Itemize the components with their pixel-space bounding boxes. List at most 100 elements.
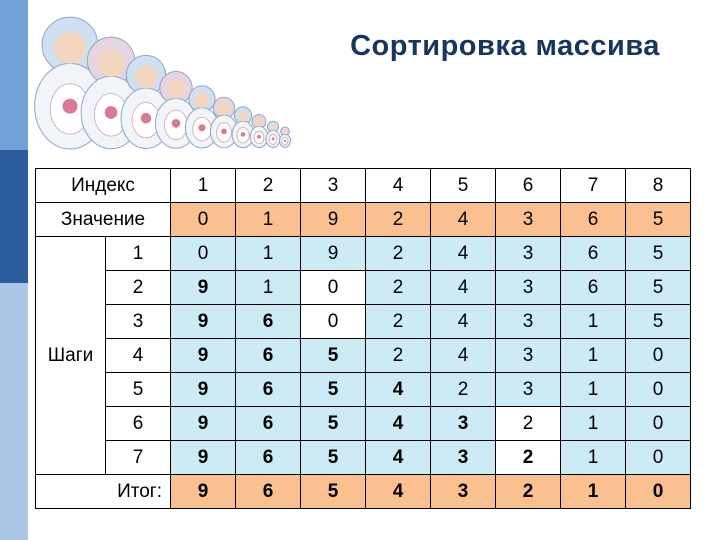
step-cell: 0: [300, 304, 366, 339]
step-cell: 2: [365, 338, 431, 373]
value-cell: 9: [300, 202, 366, 237]
step-cell: 5: [625, 236, 691, 271]
step-cell: 9: [170, 338, 236, 373]
step-cell: 5: [300, 440, 366, 475]
value-cell: 2: [365, 202, 431, 237]
step-cell: 3: [495, 270, 561, 305]
step-cell: 5: [300, 372, 366, 407]
sorting-table: Индекс 1 2 3 4 5 6 7 8 Значение 0 1 9 2 4 3 6 5 Шаги 1 0 1 9 2 4…: [35, 168, 691, 509]
step-cell: 0: [625, 338, 691, 373]
step-cell: 3: [430, 440, 496, 475]
step-row: Шаги 1 0 1 9 2 4 3 6 5: [35, 236, 691, 475]
index-cell: 8: [625, 168, 691, 203]
step-cell: 1: [235, 270, 301, 305]
step-cell: 2: [365, 270, 431, 305]
step-cell: 6: [235, 338, 301, 373]
total-cell: 5: [300, 474, 366, 509]
step-cell: 9: [170, 406, 236, 441]
total-cell: 1: [560, 474, 626, 509]
value-cell: 1: [235, 202, 301, 237]
step-cell: 9: [300, 236, 366, 271]
value-cell: 4: [430, 202, 496, 237]
step-cell: 6: [560, 270, 626, 305]
step-cell: 5: [625, 304, 691, 339]
step-cell: 3: [495, 338, 561, 373]
total-row: Итог: 9 6 5 4 3 2 1 0: [35, 474, 691, 509]
step-cell: 3: [495, 236, 561, 271]
index-cell: 4: [365, 168, 431, 203]
step-cell: 6: [560, 236, 626, 271]
bar-segment-top: [0, 0, 28, 150]
left-decorative-bar: [0, 0, 28, 540]
step-cell: 6: [235, 406, 301, 441]
index-cell: 6: [495, 168, 561, 203]
step-number: 5: [105, 372, 171, 407]
total-cell: 4: [365, 474, 431, 509]
index-cell: 1: [170, 168, 236, 203]
total-cell: 9: [170, 474, 236, 509]
step-cell: 0: [625, 440, 691, 475]
step-cell: 3: [495, 304, 561, 339]
step-cell: 0: [625, 372, 691, 407]
step-cell: 4: [365, 372, 431, 407]
step-cell: 6: [235, 372, 301, 407]
step-cell: 5: [300, 338, 366, 373]
index-cell: 3: [300, 168, 366, 203]
matryoshka-dolls-image: [34, 16, 291, 150]
step-cell: 3: [495, 372, 561, 407]
step-cell: 1: [560, 338, 626, 373]
step-cell: 5: [300, 406, 366, 441]
page-title: Сортировка массива: [350, 30, 660, 62]
step-number: 1: [105, 236, 171, 271]
step-cell: 0: [170, 236, 236, 271]
step-cell: 3: [430, 406, 496, 441]
step-cell: 2: [365, 236, 431, 271]
step-number: 7: [105, 440, 171, 475]
step-cell: 4: [430, 304, 496, 339]
step-cell: 1: [560, 372, 626, 407]
step-number: 2: [105, 270, 171, 305]
step-cell: 4: [430, 338, 496, 373]
step-cell: 9: [170, 372, 236, 407]
step-cell: 5: [625, 270, 691, 305]
step-cell: 4: [430, 236, 496, 271]
value-cell: 5: [625, 202, 691, 237]
index-cell: 2: [235, 168, 301, 203]
index-cell: 5: [430, 168, 496, 203]
value-row: Значение 0 1 9 2 4 3 6 5: [35, 202, 691, 237]
total-cell: 3: [430, 474, 496, 509]
total-cell: 0: [625, 474, 691, 509]
total-label: Итог:: [35, 474, 171, 509]
step-cell: 2: [430, 372, 496, 407]
step-cell: 4: [430, 270, 496, 305]
step-cell: 6: [235, 440, 301, 475]
step-cell: 2: [495, 440, 561, 475]
step-cell: 1: [560, 440, 626, 475]
step-cell: 4: [365, 406, 431, 441]
total-cell: 2: [495, 474, 561, 509]
bar-segment-middle: [0, 150, 28, 283]
step-cell: 1: [560, 406, 626, 441]
step-number: 4: [105, 338, 171, 373]
step-number: 3: [105, 304, 171, 339]
index-row: Индекс 1 2 3 4 5 6 7 8: [35, 168, 691, 203]
step-cell: 1: [235, 236, 301, 271]
step-cell: 9: [170, 304, 236, 339]
value-cell: 6: [560, 202, 626, 237]
bar-segment-bottom: [0, 283, 28, 540]
step-cell: 1: [560, 304, 626, 339]
step-cell: 2: [365, 304, 431, 339]
value-cell: 0: [170, 202, 236, 237]
step-cell: 4: [365, 440, 431, 475]
step-number: 6: [105, 406, 171, 441]
index-label: Индекс: [35, 168, 171, 203]
step-cell: 2: [495, 406, 561, 441]
step-cell: 6: [235, 304, 301, 339]
